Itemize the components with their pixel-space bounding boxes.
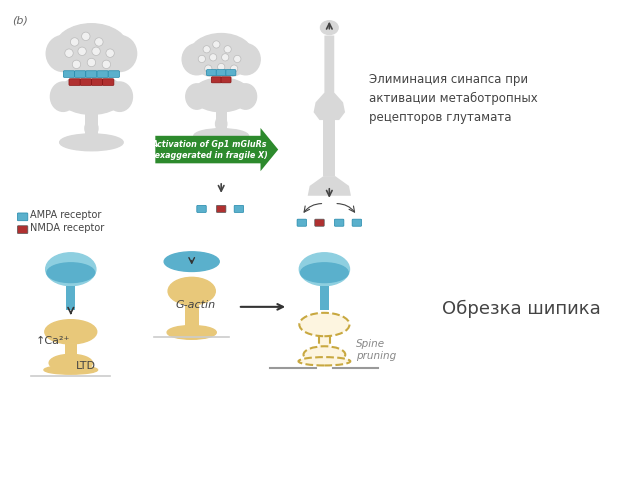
Ellipse shape (60, 134, 123, 151)
FancyBboxPatch shape (92, 79, 102, 85)
Text: G-actin: G-actin (176, 300, 216, 310)
FancyBboxPatch shape (17, 213, 28, 221)
Circle shape (230, 65, 237, 72)
FancyBboxPatch shape (323, 120, 335, 176)
Ellipse shape (85, 120, 98, 137)
Text: Spine
pruning: Spine pruning (356, 339, 396, 361)
Circle shape (102, 60, 111, 69)
Text: (b): (b) (12, 16, 28, 26)
Circle shape (203, 46, 211, 53)
Ellipse shape (182, 44, 211, 75)
FancyBboxPatch shape (234, 205, 244, 213)
Ellipse shape (46, 36, 80, 72)
Polygon shape (308, 176, 351, 196)
Circle shape (87, 58, 95, 67)
Ellipse shape (54, 24, 129, 75)
FancyBboxPatch shape (86, 71, 97, 77)
FancyBboxPatch shape (65, 344, 77, 363)
FancyBboxPatch shape (216, 112, 227, 136)
Circle shape (106, 49, 115, 57)
Ellipse shape (51, 82, 76, 111)
Ellipse shape (45, 253, 96, 286)
Ellipse shape (300, 313, 349, 336)
Circle shape (72, 60, 81, 69)
FancyBboxPatch shape (221, 77, 231, 83)
FancyBboxPatch shape (207, 70, 216, 76)
Ellipse shape (58, 75, 125, 114)
Circle shape (212, 41, 220, 48)
Text: Обрезка шипика: Обрезка шипика (442, 300, 601, 318)
Circle shape (209, 54, 217, 61)
Circle shape (65, 49, 73, 57)
Circle shape (70, 38, 79, 46)
FancyBboxPatch shape (63, 71, 75, 77)
Ellipse shape (103, 36, 136, 72)
FancyBboxPatch shape (352, 219, 362, 226)
Ellipse shape (321, 21, 338, 35)
Text: NMDA receptor: NMDA receptor (31, 223, 105, 233)
FancyBboxPatch shape (226, 70, 236, 76)
FancyBboxPatch shape (67, 286, 75, 310)
Ellipse shape (234, 84, 257, 109)
Ellipse shape (192, 78, 250, 112)
FancyBboxPatch shape (197, 205, 206, 213)
FancyBboxPatch shape (69, 79, 80, 85)
Circle shape (78, 47, 86, 56)
Circle shape (221, 54, 229, 61)
Circle shape (205, 65, 212, 72)
FancyBboxPatch shape (297, 219, 307, 226)
Circle shape (218, 63, 225, 71)
Ellipse shape (301, 263, 348, 283)
FancyBboxPatch shape (17, 226, 28, 233)
Ellipse shape (186, 84, 208, 109)
FancyBboxPatch shape (335, 219, 344, 226)
Ellipse shape (168, 277, 215, 305)
Ellipse shape (44, 366, 97, 374)
FancyBboxPatch shape (108, 71, 120, 77)
Circle shape (234, 55, 241, 62)
Ellipse shape (298, 357, 350, 365)
Ellipse shape (107, 82, 132, 111)
Circle shape (82, 32, 90, 40)
FancyBboxPatch shape (216, 70, 226, 76)
Circle shape (224, 46, 231, 53)
FancyBboxPatch shape (320, 286, 329, 310)
Circle shape (92, 47, 100, 56)
Ellipse shape (303, 346, 346, 363)
Ellipse shape (231, 44, 260, 75)
Text: Элиминация синапса при
активации метаботропных
рецепторов глутамата: Элиминация синапса при активации метабот… (369, 73, 538, 124)
Text: Activation of Gp1 mGluRs
(exaggerated in fragile X): Activation of Gp1 mGluRs (exaggerated in… (150, 140, 268, 160)
Ellipse shape (167, 325, 216, 339)
Ellipse shape (49, 354, 92, 372)
Text: LTD: LTD (76, 361, 96, 372)
FancyBboxPatch shape (97, 71, 108, 77)
FancyBboxPatch shape (85, 114, 98, 143)
Text: ↑Ca²⁺: ↑Ca²⁺ (35, 336, 70, 347)
FancyBboxPatch shape (185, 298, 198, 327)
Circle shape (198, 55, 205, 62)
Ellipse shape (45, 320, 97, 344)
Polygon shape (314, 36, 345, 120)
FancyBboxPatch shape (75, 71, 86, 77)
FancyBboxPatch shape (80, 79, 92, 85)
FancyBboxPatch shape (315, 219, 324, 226)
FancyBboxPatch shape (102, 79, 114, 85)
FancyBboxPatch shape (216, 205, 226, 213)
Circle shape (95, 38, 103, 46)
Ellipse shape (216, 117, 227, 131)
Ellipse shape (194, 129, 248, 143)
Polygon shape (156, 128, 278, 171)
Ellipse shape (164, 252, 220, 272)
FancyBboxPatch shape (211, 77, 221, 83)
Ellipse shape (189, 34, 253, 78)
Text: AMPA receptor: AMPA receptor (31, 210, 102, 220)
FancyBboxPatch shape (319, 336, 330, 355)
Ellipse shape (300, 253, 349, 286)
Ellipse shape (47, 263, 95, 283)
